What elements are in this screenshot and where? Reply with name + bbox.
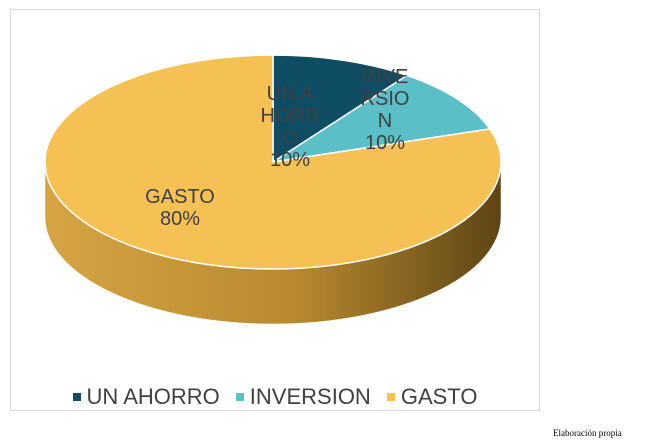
legend-swatch bbox=[386, 393, 395, 401]
data-label-name: UN AHORRO bbox=[260, 83, 320, 149]
data-label: GASTO 80% bbox=[135, 186, 225, 230]
legend-item: GASTO bbox=[386, 384, 478, 410]
caption: Elaboración propia bbox=[553, 428, 622, 438]
legend-label: GASTO bbox=[400, 384, 478, 409]
pie-slice bbox=[44, 54, 502, 270]
pie-slice bbox=[272, 74, 492, 163]
data-label-name: GASTO bbox=[145, 186, 215, 208]
data-label-value: 10% bbox=[269, 149, 311, 171]
data-label: INVERSION 10% bbox=[355, 66, 415, 154]
data-label: UN AHORRO 10% bbox=[260, 83, 320, 171]
data-label-value: 80% bbox=[159, 208, 201, 230]
chart-frame bbox=[10, 9, 540, 411]
data-label-value: 10% bbox=[364, 132, 406, 154]
data-label-name: INVERSION bbox=[360, 66, 410, 132]
legend-item: UN AHORRO bbox=[72, 384, 220, 410]
legend-item: INVERSION bbox=[235, 384, 371, 410]
legend: UN AHORRO INVERSION GASTO bbox=[10, 384, 540, 410]
pie-slice bbox=[272, 54, 409, 164]
legend-label: INVERSION bbox=[249, 384, 371, 409]
legend-label: UN AHORRO bbox=[86, 384, 220, 409]
legend-swatch bbox=[72, 393, 81, 401]
legend-swatch bbox=[235, 393, 244, 401]
